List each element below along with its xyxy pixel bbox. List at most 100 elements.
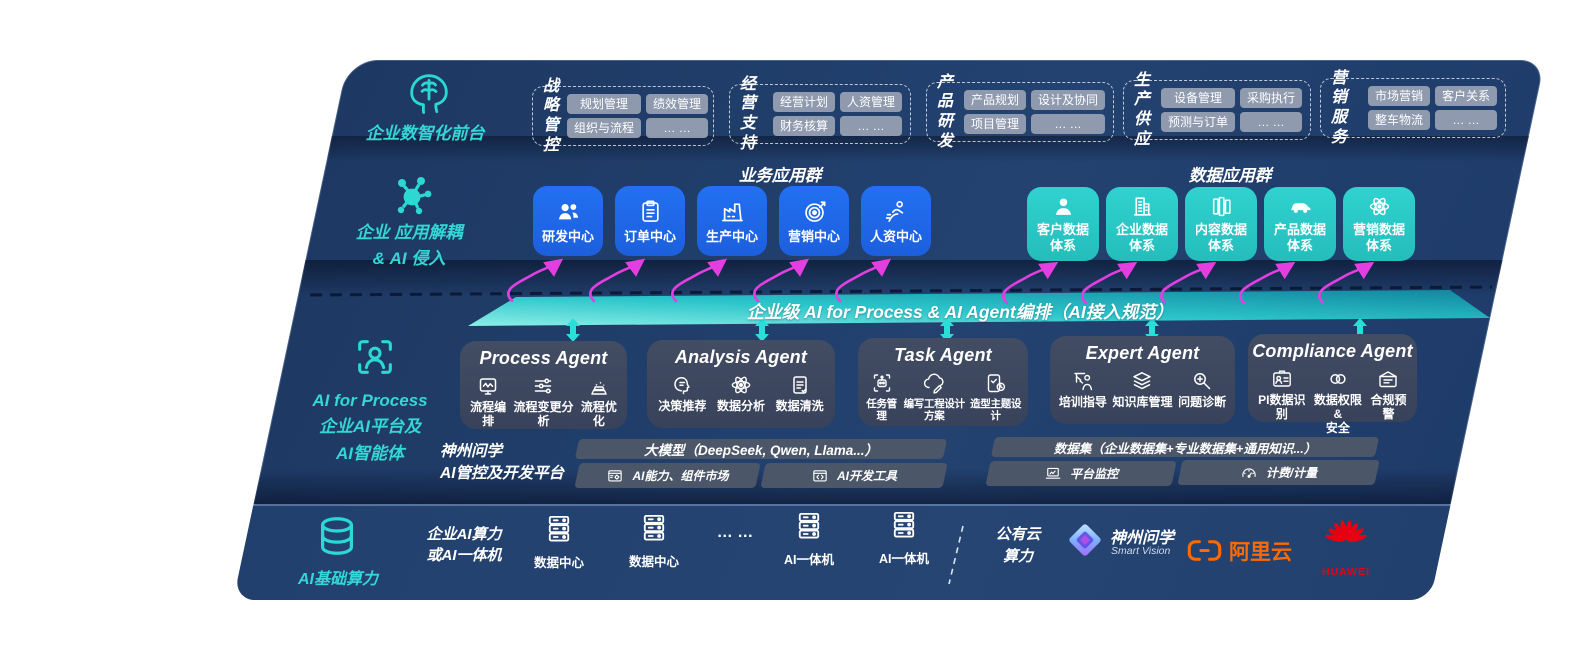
data-apps-title: 数据应用群 bbox=[1188, 167, 1272, 185]
diagnose-icon bbox=[1194, 373, 1211, 390]
data-box-marketing: 营销数据 体系 bbox=[1343, 187, 1415, 261]
trainer-icon bbox=[1074, 372, 1092, 391]
agent-item-label: PI数据识别 bbox=[1258, 393, 1306, 421]
infra-label: AI基础算力 bbox=[297, 571, 378, 588]
cell-label: AI开发工具 bbox=[836, 469, 897, 483]
agent-card-process: Process Agent 流程编排 流程变更分析 流程优化 bbox=[460, 341, 627, 429]
app-box-marketing-center: 营销中心 bbox=[779, 186, 849, 256]
vendor-szwx-sub: Smart Vision bbox=[1111, 545, 1171, 557]
gauge-icon bbox=[1242, 467, 1256, 478]
agent-item-label: 合规预警 bbox=[1370, 393, 1407, 421]
tablet-check-icon bbox=[987, 374, 1005, 393]
team-icon bbox=[558, 203, 578, 220]
agent-item-label: 培训指导 bbox=[1058, 395, 1107, 409]
agent-item-label: 数据分析 bbox=[716, 399, 765, 413]
app-box-rd-center: 研发中心 bbox=[533, 186, 603, 256]
aliyun-logo bbox=[1187, 540, 1222, 561]
brain-icon bbox=[410, 74, 448, 114]
capability-chip: 预测与订单 bbox=[1160, 112, 1235, 132]
dataset-bar: 数据集（企业数据集+专业数据集+通用知识...） bbox=[993, 437, 1377, 457]
mail-alert-icon bbox=[1379, 371, 1398, 388]
public-cloud-label: 公有云 算力 bbox=[995, 526, 1041, 565]
front-layer-label: 企业数智化前台 bbox=[365, 124, 485, 143]
cell-ai-dev-tools: AI开发工具 bbox=[763, 463, 945, 488]
target-icon bbox=[804, 201, 825, 222]
node-ai-appliance-2: AI一体机 bbox=[868, 506, 940, 567]
scan-person-icon bbox=[358, 340, 392, 374]
agent-card-compliance: Compliance Agent PI数据识别 数据权限 & 安全 合规预警 bbox=[1248, 334, 1417, 435]
capability-chip: 设备管理 bbox=[1160, 88, 1235, 108]
building-icon bbox=[1133, 197, 1151, 217]
vendor-huawei-name: HUAWEI bbox=[1322, 566, 1370, 578]
app-layer-label: 企业 应用解耦 & AI 侵入 bbox=[355, 223, 463, 268]
agent-item-label: 知识库管理 bbox=[1112, 395, 1173, 409]
agent-title: Task Agent bbox=[894, 345, 992, 365]
cell-label: AI能力、组件市场 bbox=[632, 469, 729, 483]
capability-chip: … … bbox=[1434, 110, 1497, 130]
infra-divider-dashed bbox=[948, 525, 964, 585]
atom-icon bbox=[731, 375, 751, 395]
ai-orchestration-band bbox=[468, 290, 1490, 326]
agent-card-task: Task Agent 任务管理 编写工程设计方案 造型主题设计 bbox=[858, 338, 1028, 426]
agent-title: Process Agent bbox=[479, 348, 608, 368]
capability-chip: 客户关系 bbox=[1434, 86, 1497, 106]
capability-chip: … … bbox=[1239, 112, 1302, 132]
dataset-bar-label: 数据集（企业数据集+专业数据集+通用知识...） bbox=[1053, 441, 1317, 456]
sliders-icon bbox=[535, 378, 552, 394]
app-box-label: 营销中心 bbox=[787, 228, 840, 244]
enterprise-compute-label: 企业AI算力 或AI一体机 bbox=[426, 526, 502, 564]
node-label: AI一体机 bbox=[783, 553, 834, 567]
cell-billing-metering: 计费/计量 bbox=[1180, 460, 1377, 485]
agent-title: Compliance Agent bbox=[1252, 341, 1413, 361]
window-code-icon bbox=[813, 469, 827, 481]
agent-item-label: 问题诊断 bbox=[1178, 395, 1227, 409]
ai-orchestration-band-label: 企业级 AI for Process & AI Agent编排（AI接入规范） bbox=[746, 302, 1174, 322]
stack-sparkle-icon bbox=[591, 380, 607, 395]
app-box-label: 订单中心 bbox=[623, 228, 676, 244]
server-icon bbox=[893, 511, 915, 538]
group-strategy-control: 战略 管控 规划管理 绩效管理 组织与流程 … … bbox=[532, 78, 714, 154]
robot-frame-icon bbox=[873, 374, 890, 392]
capability-chip: 人资管理 bbox=[839, 92, 902, 112]
capability-chip: 采购执行 bbox=[1239, 88, 1302, 108]
agent-card-expert: Expert Agent 培训指导 知识库管理 问题诊断 bbox=[1050, 336, 1235, 424]
factory-icon bbox=[721, 203, 743, 222]
data-box-label: 企业数据 体系 bbox=[1115, 222, 1168, 253]
app-box-hr-center: 人资中心 bbox=[861, 186, 931, 256]
integration-dashed-line bbox=[309, 285, 1493, 297]
atom-icon bbox=[1369, 196, 1389, 218]
group-product-rd: 产品 研发 产品规划 设计及协同 项目管理 … … bbox=[926, 74, 1114, 150]
data-box-customer: 客户数据 体系 bbox=[1027, 187, 1099, 261]
capability-chip: 产品规划 bbox=[963, 90, 1026, 110]
person-icon bbox=[1055, 198, 1071, 216]
node-label: 数据中心 bbox=[533, 556, 584, 570]
car-icon bbox=[1290, 203, 1310, 214]
vendor-aliyun-name: 阿里云 bbox=[1229, 541, 1292, 564]
capability-chip: … … bbox=[839, 116, 902, 136]
capability-chip: 项目管理 bbox=[963, 114, 1026, 134]
huawei-logo bbox=[1324, 519, 1368, 544]
laptop-chart-icon bbox=[1045, 467, 1061, 479]
group-label: 营销 服务 bbox=[1331, 69, 1348, 146]
group-production-supply: 生产 供应 设备管理 采购执行 预测与订单 … … bbox=[1123, 72, 1311, 148]
node-label: 数据中心 bbox=[628, 555, 679, 569]
capability-chip: 整车物流 bbox=[1367, 110, 1430, 130]
agent-card-analysis: Analysis Agent 决策推荐 数据分析 数据清洗 bbox=[647, 340, 835, 428]
agent-item-label: 数据清洗 bbox=[775, 399, 824, 413]
agent-item-label: 数据权限 & 安全 bbox=[1313, 393, 1362, 435]
data-box-product: 产品数据 体系 bbox=[1264, 187, 1336, 261]
data-box-content: 内容数据 体系 bbox=[1185, 187, 1257, 261]
capability-chip: 财务核算 bbox=[772, 116, 835, 136]
node-datacenter-1: 数据中心 bbox=[523, 510, 595, 571]
agent-item-label: 流程优化 bbox=[580, 400, 617, 428]
server-icon bbox=[548, 515, 570, 542]
rings-icon bbox=[1330, 374, 1346, 384]
window-gear-icon bbox=[608, 469, 623, 481]
agent-title: Analysis Agent bbox=[674, 347, 808, 367]
id-card-icon bbox=[1272, 370, 1291, 387]
magenta-arrows bbox=[507, 258, 1375, 305]
capability-chip: 规划管理 bbox=[567, 94, 642, 114]
agent-title: Expert Agent bbox=[1085, 343, 1200, 363]
people-activity-icon bbox=[885, 200, 903, 222]
